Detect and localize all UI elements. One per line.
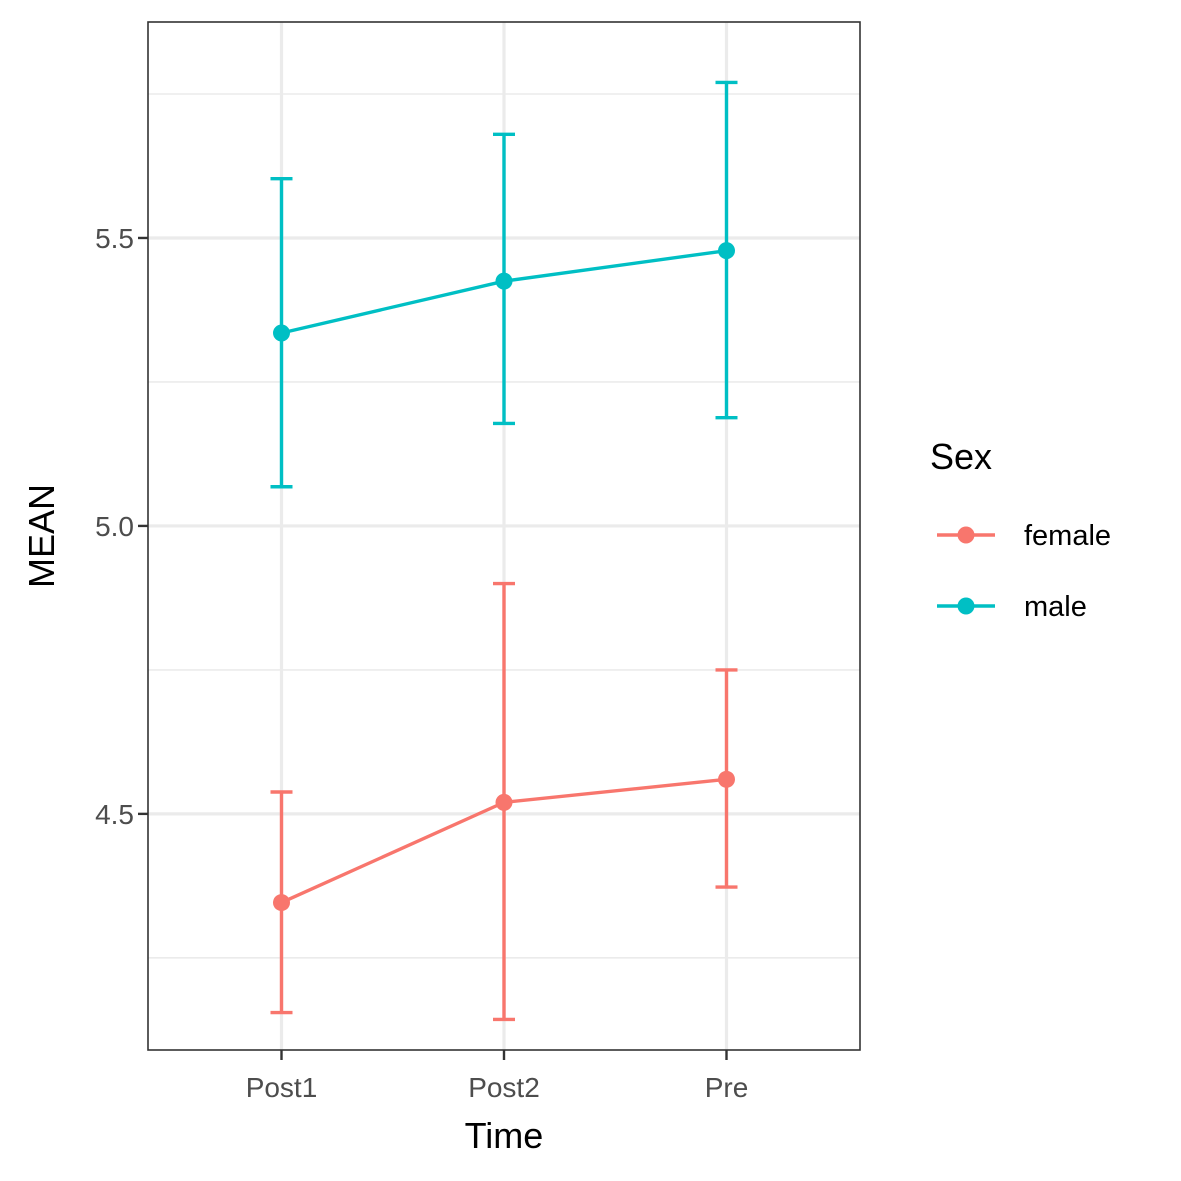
x-tick-label: Post1 xyxy=(246,1072,318,1103)
series-female xyxy=(270,581,738,1022)
x-axis: Post1 Post2 Pre xyxy=(246,1050,749,1103)
data-point xyxy=(718,770,735,788)
data-point xyxy=(495,272,513,290)
legend-key-point xyxy=(957,597,975,615)
legend-key-point xyxy=(957,526,975,544)
x-tick-label: Post2 xyxy=(468,1072,540,1103)
legend: Sex female male xyxy=(930,436,1111,623)
legend-label: male xyxy=(1024,591,1087,623)
data-point xyxy=(718,242,735,260)
y-tick-label: 4.5 xyxy=(95,799,134,830)
legend-title: Sex xyxy=(930,436,992,477)
y-tick-label: 5.5 xyxy=(95,223,134,254)
legend-item-male: male xyxy=(937,591,1087,623)
x-axis-title: Time xyxy=(465,1115,544,1156)
legend-items: female male xyxy=(937,520,1111,623)
legend-item-female: female xyxy=(937,520,1111,552)
y-axis-title: MEAN xyxy=(21,484,62,588)
legend-label: female xyxy=(1024,520,1111,552)
y-axis: 4.5 5.0 5.5 xyxy=(95,223,148,830)
data-point xyxy=(273,324,290,342)
series-male xyxy=(270,80,738,489)
series-layer xyxy=(270,80,738,1022)
plot-panel xyxy=(147,21,861,1051)
x-tick-label: Pre xyxy=(705,1072,749,1103)
data-point xyxy=(273,894,290,912)
y-tick-label: 5.0 xyxy=(95,511,134,542)
data-point xyxy=(495,793,513,811)
